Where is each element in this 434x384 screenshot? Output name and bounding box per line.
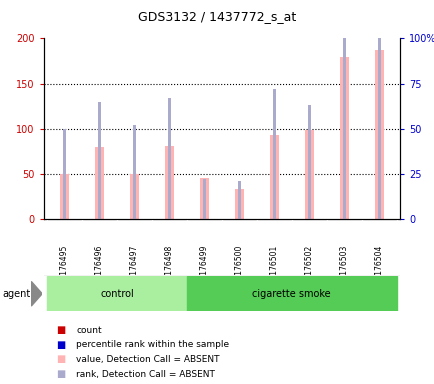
Text: percentile rank within the sample: percentile rank within the sample <box>76 340 229 349</box>
Text: control: control <box>100 289 134 299</box>
Text: cigarette smoke: cigarette smoke <box>252 289 330 299</box>
Bar <box>270 135 278 219</box>
Text: rank, Detection Call = ABSENT: rank, Detection Call = ABSENT <box>76 369 214 379</box>
Text: GDS3132 / 1437772_s_at: GDS3132 / 1437772_s_at <box>138 10 296 23</box>
Bar <box>98 101 101 219</box>
Bar <box>47 276 187 311</box>
Bar <box>203 179 205 219</box>
Bar <box>95 147 104 219</box>
Text: ■: ■ <box>56 354 66 364</box>
Text: GSM176504: GSM176504 <box>374 245 383 291</box>
Bar <box>272 89 275 219</box>
Text: value, Detection Call = ABSENT: value, Detection Call = ABSENT <box>76 355 219 364</box>
Bar <box>164 146 173 219</box>
Text: GSM176496: GSM176496 <box>95 245 104 291</box>
Text: GSM176501: GSM176501 <box>269 245 278 291</box>
Bar <box>237 181 240 219</box>
Text: GSM176498: GSM176498 <box>164 245 174 291</box>
Text: agent: agent <box>2 289 30 299</box>
Text: GSM176495: GSM176495 <box>60 245 69 291</box>
Bar <box>374 50 383 219</box>
Bar <box>60 174 69 219</box>
Bar <box>133 125 135 219</box>
Bar <box>339 57 348 219</box>
Bar <box>63 129 66 219</box>
Text: ■: ■ <box>56 340 66 350</box>
Text: GSM176497: GSM176497 <box>130 245 138 291</box>
Bar <box>342 20 345 219</box>
Polygon shape <box>31 281 42 306</box>
Bar <box>377 15 380 219</box>
Bar <box>187 276 396 311</box>
Bar <box>304 129 313 219</box>
Text: ■: ■ <box>56 325 66 335</box>
Bar <box>234 189 243 219</box>
Bar <box>130 174 138 219</box>
Bar <box>200 178 208 219</box>
Text: GSM176503: GSM176503 <box>339 245 348 291</box>
Bar <box>168 98 171 219</box>
Text: count: count <box>76 326 102 335</box>
Text: GSM176500: GSM176500 <box>234 245 243 291</box>
Text: GSM176499: GSM176499 <box>199 245 208 291</box>
Text: GSM176502: GSM176502 <box>304 245 313 291</box>
Bar <box>307 105 310 219</box>
Text: ■: ■ <box>56 369 66 379</box>
